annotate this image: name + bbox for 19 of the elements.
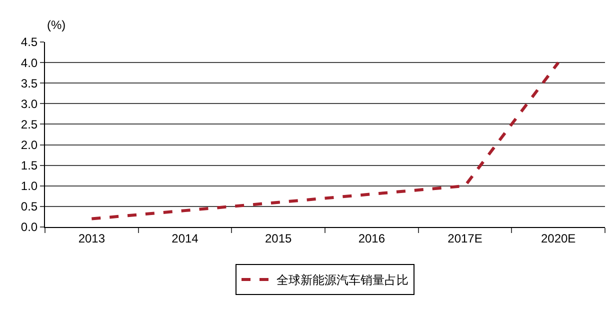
- y-axis-title: (%): [47, 18, 66, 32]
- x-tick-label: 2020E: [540, 231, 576, 246]
- y-tick-label: 2.0: [20, 138, 38, 152]
- x-tick-label: 2013: [78, 231, 106, 246]
- y-tick-label: 3.0: [20, 96, 38, 111]
- x-tick-label: 2014: [172, 231, 199, 246]
- x-tick-label: 2015: [264, 231, 292, 246]
- line-series: [90, 61, 560, 220]
- legend-label: 全球新能源汽车销量占比: [276, 273, 408, 288]
- y-tick-label: 4.0: [20, 56, 38, 70]
- x-tick-label: 2016: [358, 231, 386, 246]
- y-tick-label: 1.0: [20, 179, 38, 194]
- y-tick-label: 0.0: [20, 220, 38, 234]
- y-tick-label: 1.5: [20, 158, 38, 173]
- x-tick-label: 2017E: [448, 231, 482, 246]
- y-tick-label: 0.5: [20, 200, 38, 214]
- y-tick-label: 4.5: [20, 35, 38, 50]
- y-tick-label: 3.5: [20, 76, 38, 90]
- y-tick-label: 2.5: [20, 117, 38, 132]
